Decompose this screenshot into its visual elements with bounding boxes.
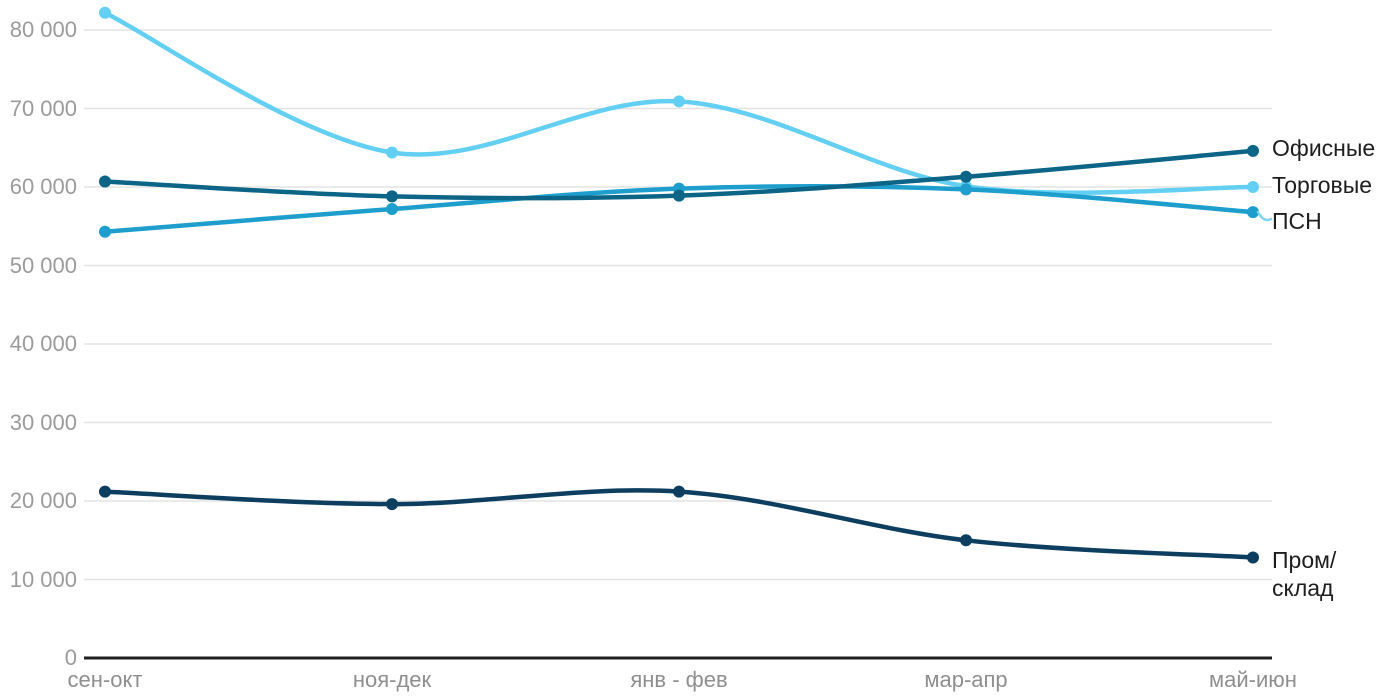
series-label-psn: ПСН bbox=[1272, 207, 1322, 235]
y-axis-tick-label: 70 000 bbox=[9, 95, 77, 121]
series-label-line: Торговые bbox=[1272, 172, 1373, 198]
series-label-prom-sklad: Пром/склад bbox=[1272, 546, 1336, 602]
y-axis-tick-label: 50 000 bbox=[9, 252, 77, 278]
data-point-prom-sklad[interactable] bbox=[386, 498, 398, 511]
series-label-ofisnye: Офисные bbox=[1272, 134, 1375, 162]
data-point-psn[interactable] bbox=[1247, 206, 1259, 219]
x-axis-tick-label: ноя-дек bbox=[352, 667, 432, 692]
series-label-torgovye: Торговые bbox=[1272, 171, 1372, 199]
y-axis-tick-label: 20 000 bbox=[9, 488, 77, 513]
data-point-ofisnye[interactable] bbox=[673, 189, 685, 202]
y-axis-tick-label: 60 000 bbox=[9, 174, 77, 199]
data-point-ofisnye[interactable] bbox=[99, 175, 111, 188]
data-point-torgovye[interactable] bbox=[386, 146, 398, 159]
psn-label-connector bbox=[1256, 210, 1273, 222]
data-point-prom-sklad[interactable] bbox=[1247, 551, 1259, 564]
series-label-line: склад bbox=[1272, 575, 1334, 601]
y-axis-tick-label: 80 000 bbox=[9, 17, 77, 42]
series-label-line: ПСН bbox=[1272, 208, 1322, 234]
data-point-prom-sklad[interactable] bbox=[673, 485, 685, 498]
y-axis-tick-label: 0 bbox=[64, 645, 77, 670]
data-point-psn[interactable] bbox=[386, 202, 398, 215]
data-point-ofisnye[interactable] bbox=[386, 190, 398, 203]
y-axis-tick-label: 40 000 bbox=[9, 331, 77, 356]
data-point-torgovye[interactable] bbox=[99, 6, 111, 19]
data-point-psn[interactable] bbox=[960, 183, 972, 196]
x-axis-tick-label: янв - фев bbox=[630, 667, 728, 692]
data-point-torgovye[interactable] bbox=[1247, 181, 1259, 193]
data-point-torgovye[interactable] bbox=[673, 95, 685, 108]
data-point-ofisnye[interactable] bbox=[960, 170, 972, 183]
y-axis-tick-label: 30 000 bbox=[9, 409, 77, 435]
x-axis-tick-label: май-июн bbox=[1209, 667, 1297, 692]
x-axis-tick-label: мар-апр bbox=[924, 667, 1008, 692]
data-point-psn[interactable] bbox=[99, 225, 111, 238]
series-label-line: Пром/ bbox=[1272, 547, 1337, 573]
y-axis-tick-label: 10 000 bbox=[9, 566, 77, 592]
data-point-prom-sklad[interactable] bbox=[960, 534, 972, 547]
data-point-ofisnye[interactable] bbox=[1247, 144, 1259, 157]
series-label-line: Офисные bbox=[1272, 135, 1376, 161]
data-point-prom-sklad[interactable] bbox=[99, 485, 111, 498]
x-axis-tick-label: сен-окт bbox=[67, 667, 143, 692]
